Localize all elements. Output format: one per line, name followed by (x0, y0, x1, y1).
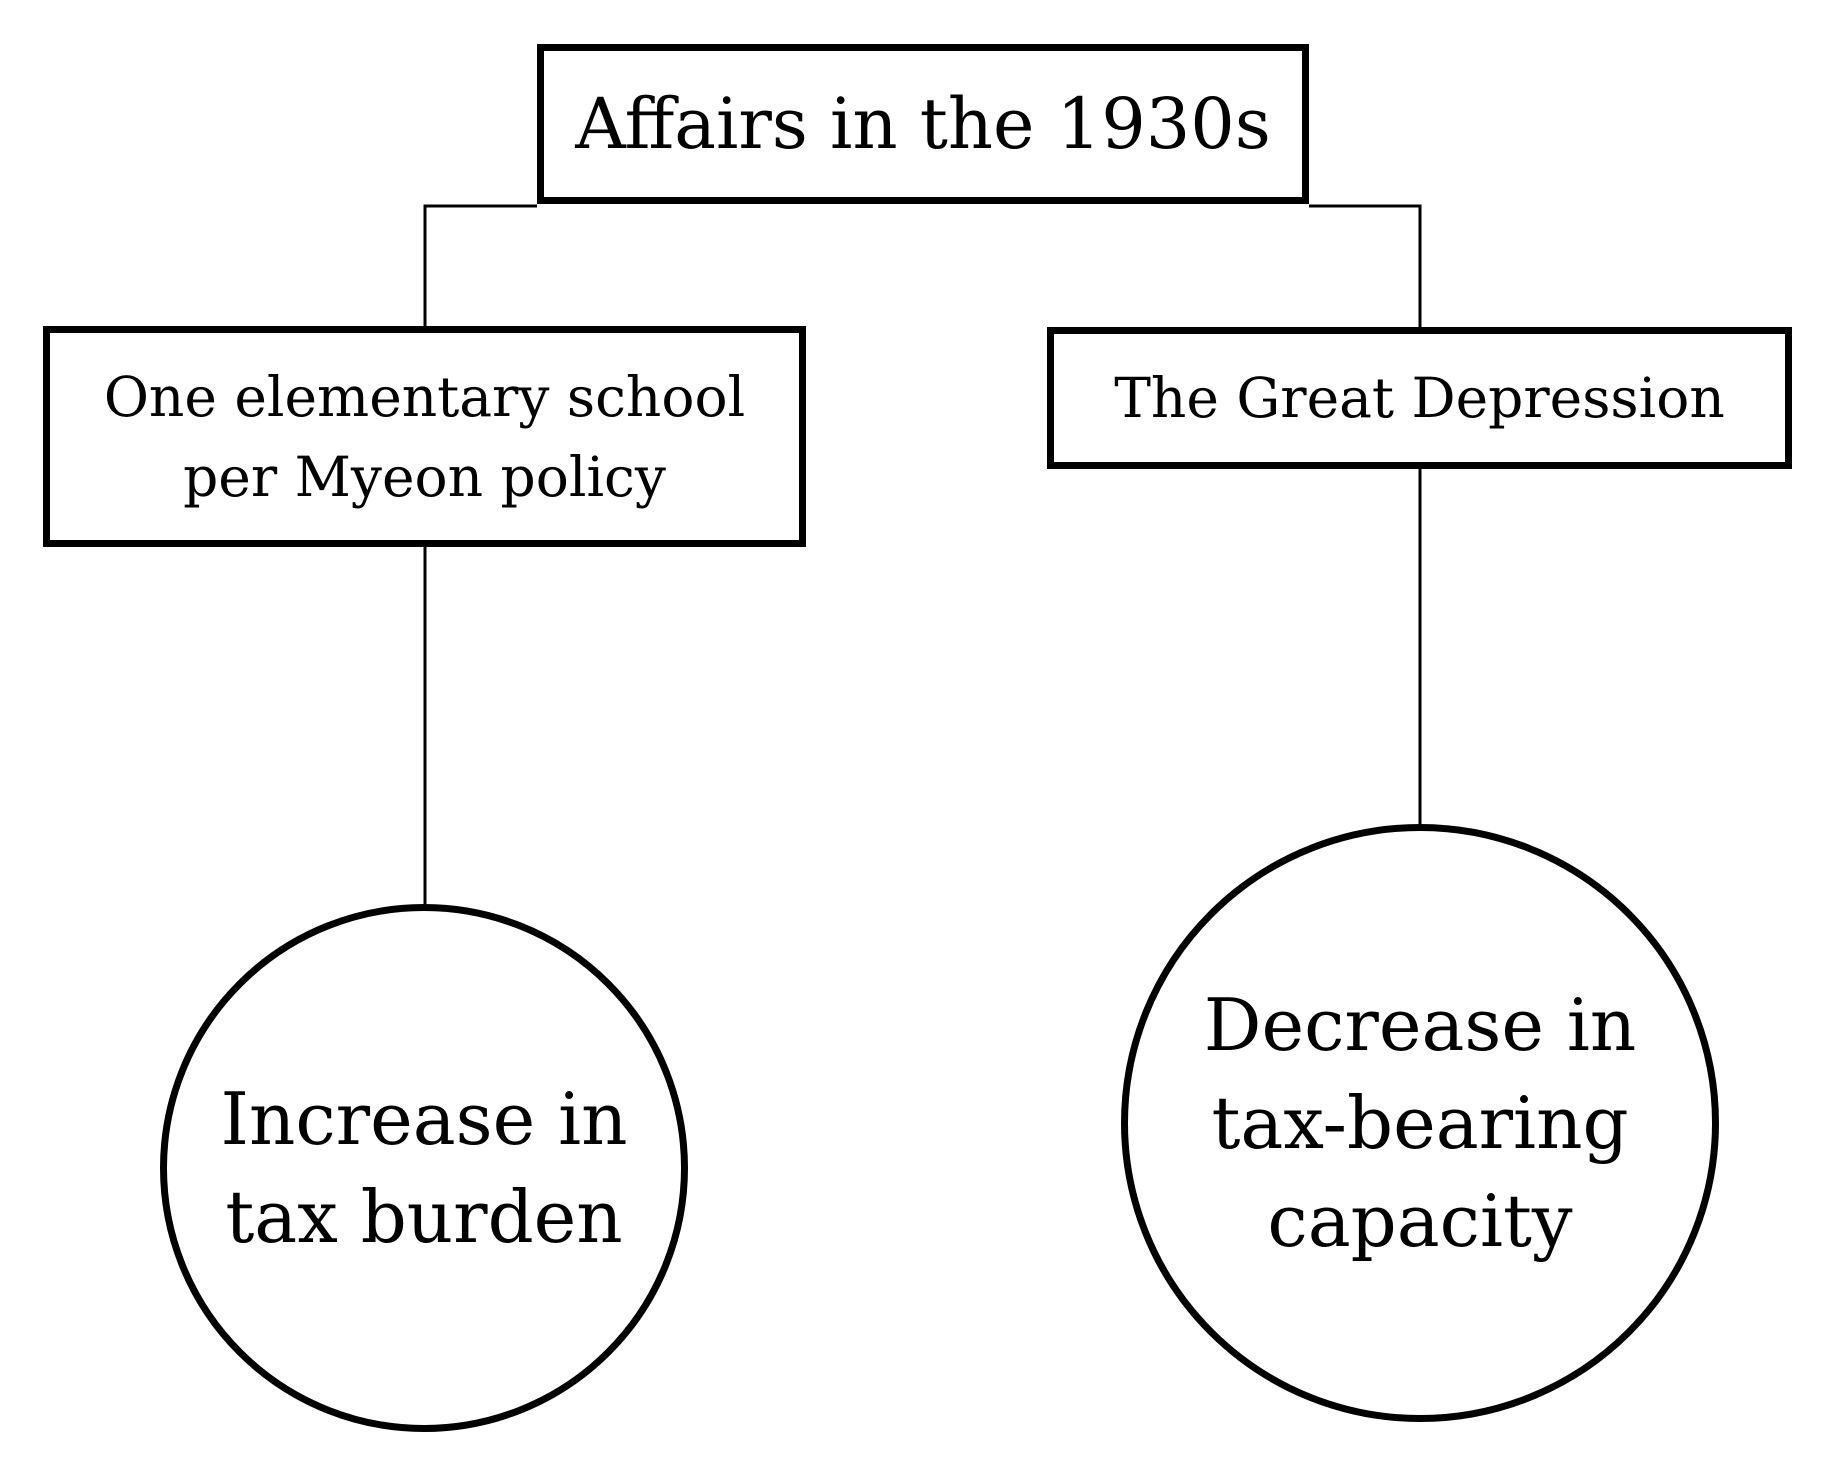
effect-label-line: tax burden (225, 1175, 623, 1259)
cause-label-line: One elementary school (103, 364, 746, 429)
root-node: Affairs in the 1930s (537, 44, 1309, 204)
cause-label-line: per Myeon policy (183, 444, 666, 509)
effect-label-line: Decrease in (1203, 983, 1637, 1067)
effect-node-tax-capacity: Decrease in tax-bearing capacity (1121, 824, 1719, 1422)
effect-label-line: tax-bearing (1211, 1081, 1629, 1165)
effect-label-line: Increase in (220, 1077, 628, 1161)
effect-node-tax-burden: Increase in tax burden (160, 904, 688, 1432)
effect-label-line: capacity (1267, 1179, 1573, 1263)
connector-root-to-causes (423, 204, 1422, 327)
cause-node-school-policy: One elementary school per Myeon policy (43, 326, 806, 547)
cause-label-line: The Great Depression (1114, 366, 1725, 430)
cause-node-great-depression: The Great Depression (1047, 327, 1792, 469)
root-label: Affairs in the 1930s (575, 83, 1271, 165)
